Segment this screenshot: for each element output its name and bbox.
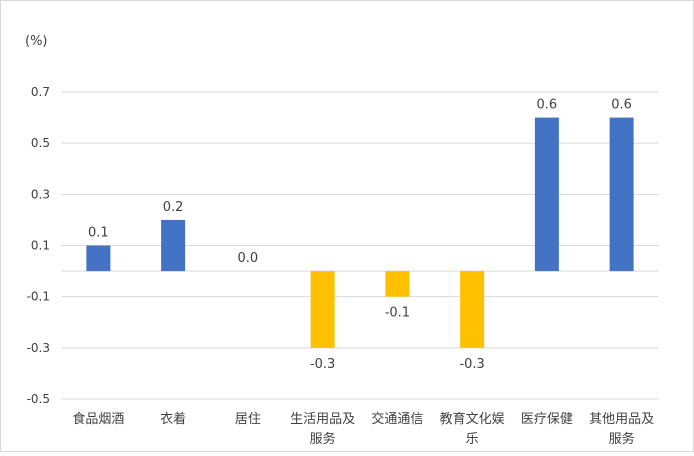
x-axis-label: 其他用品及 <box>589 412 654 427</box>
bar <box>385 271 410 297</box>
x-axis-label: 衣着 <box>160 411 186 427</box>
bar <box>609 117 634 272</box>
x-axis-label: 交通通信 <box>371 411 423 427</box>
x-axis-label: 食品烟酒 <box>72 411 124 427</box>
y-axis-tick-labels: 0.7 0.5 0.3 0.1 -0.1 -0.3 -0.5 <box>27 85 50 406</box>
y-tick-label: -0.5 <box>27 392 50 406</box>
x-axis-label: 服务 <box>609 431 635 447</box>
bar <box>310 271 335 348</box>
unit-label: (%) <box>25 34 48 49</box>
x-axis-label: 乐 <box>466 432 479 447</box>
x-axis-label: 教育文化娱 <box>440 411 505 427</box>
y-tick-label: 0.3 <box>31 187 50 201</box>
data-label: 0.2 <box>163 200 184 215</box>
data-labels: 0.1 0.2 0.0 -0.3 -0.1 -0.3 0.6 0.6 <box>88 98 632 372</box>
x-axis-label: 服务 <box>310 431 336 447</box>
y-tick-label: 0.7 <box>31 85 50 99</box>
y-tick-label: -0.1 <box>27 290 50 304</box>
x-axis-label: 医疗保健 <box>521 412 573 427</box>
bar <box>86 245 111 272</box>
bar <box>161 219 186 272</box>
y-tick-label: 0.5 <box>31 136 50 150</box>
data-label: 0.0 <box>238 251 259 266</box>
x-axis-label: 居住 <box>235 412 261 427</box>
data-label: 0.1 <box>88 226 109 241</box>
data-label: 0.6 <box>537 98 558 113</box>
data-label: -0.3 <box>459 357 484 372</box>
bars <box>86 117 634 348</box>
gridlines <box>61 91 659 400</box>
data-label: 0.6 <box>611 98 632 113</box>
data-label: -0.1 <box>385 306 410 321</box>
y-tick-label: 0.1 <box>31 239 50 253</box>
data-label: -0.3 <box>310 357 335 372</box>
y-tick-label: -0.3 <box>27 341 50 355</box>
bar <box>460 271 485 348</box>
x-axis-label: 生活用品及 <box>290 412 355 427</box>
bar <box>534 117 559 272</box>
